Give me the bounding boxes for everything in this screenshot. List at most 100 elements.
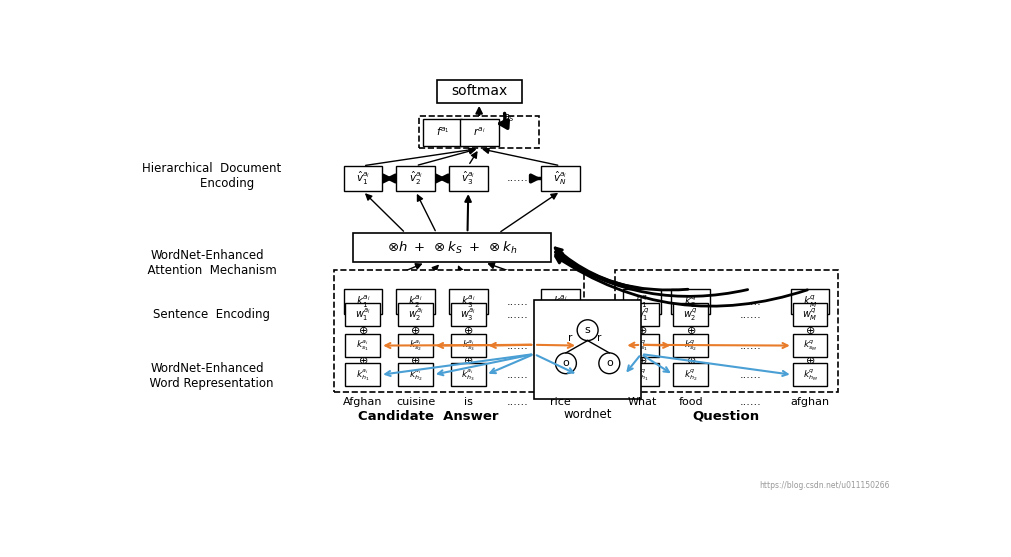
FancyBboxPatch shape — [541, 166, 579, 191]
Text: Afghan: Afghan — [343, 397, 382, 407]
Text: $k_1^{q}$: $k_1^{q}$ — [635, 294, 648, 310]
FancyBboxPatch shape — [541, 289, 579, 314]
FancyBboxPatch shape — [343, 166, 382, 191]
Text: wordnet: wordnet — [563, 408, 612, 421]
Text: $\oplus$: $\oplus$ — [636, 325, 646, 336]
FancyBboxPatch shape — [345, 363, 380, 387]
Text: Sentence  Encoding: Sentence Encoding — [153, 307, 270, 320]
Text: $w_3^{a_i}$: $w_3^{a_i}$ — [460, 307, 476, 323]
Text: $k_{h_N}^{a_i}$: $k_{h_N}^{a_i}$ — [553, 367, 567, 383]
Text: $w_N^{a_i}$: $w_N^{a_i}$ — [552, 307, 568, 323]
FancyBboxPatch shape — [543, 303, 577, 326]
FancyBboxPatch shape — [449, 166, 487, 191]
FancyBboxPatch shape — [790, 289, 829, 314]
Text: o: o — [606, 358, 612, 368]
FancyBboxPatch shape — [423, 119, 462, 146]
Text: $w_2^{q}$: $w_2^{q}$ — [682, 306, 698, 323]
FancyBboxPatch shape — [670, 289, 710, 314]
Text: $w_2^{a_i}$: $w_2^{a_i}$ — [407, 307, 424, 323]
FancyBboxPatch shape — [450, 303, 485, 326]
FancyBboxPatch shape — [397, 334, 433, 357]
Text: Candidate  Answer: Candidate Answer — [358, 410, 498, 423]
Text: cuisine: cuisine — [395, 397, 435, 407]
Text: softmax: softmax — [451, 85, 507, 99]
Text: $\oplus$: $\oplus$ — [555, 325, 565, 336]
Text: $k_{h_1}^{q}$: $k_{h_1}^{q}$ — [635, 367, 648, 383]
FancyBboxPatch shape — [343, 289, 382, 314]
Text: $a_S$: $a_S$ — [502, 113, 514, 124]
FancyBboxPatch shape — [449, 289, 487, 314]
Text: $k_{h_3}^{a_i}$: $k_{h_3}^{a_i}$ — [461, 367, 474, 383]
FancyBboxPatch shape — [436, 80, 522, 103]
Text: $\oplus$: $\oplus$ — [410, 355, 421, 366]
Text: $\oplus$: $\oplus$ — [804, 355, 815, 366]
Text: $\hat{v}_3^{a_i}$: $\hat{v}_3^{a_i}$ — [461, 170, 475, 187]
Text: ......: ...... — [507, 340, 528, 350]
FancyBboxPatch shape — [672, 303, 708, 326]
FancyBboxPatch shape — [397, 303, 433, 326]
Text: $\hat{v}_N^{a_i}$: $\hat{v}_N^{a_i}$ — [553, 170, 567, 187]
Text: $\oplus$: $\oplus$ — [410, 325, 421, 336]
Text: ......: ...... — [507, 297, 528, 307]
Text: $w_1^{a_i}$: $w_1^{a_i}$ — [355, 307, 370, 323]
FancyBboxPatch shape — [450, 334, 485, 357]
Text: $k_3^{a_i}$: $k_3^{a_i}$ — [460, 294, 475, 310]
Text: $\oplus$: $\oplus$ — [804, 325, 815, 336]
Text: $f^{a_1}$: $f^{a_1}$ — [436, 126, 449, 139]
FancyBboxPatch shape — [396, 289, 435, 314]
Text: WordNet-Enhanced
  Attention  Mechanism: WordNet-Enhanced Attention Mechanism — [140, 249, 276, 277]
Text: food: food — [677, 397, 703, 407]
Text: $k_{s_N}^{a_i}$: $k_{s_N}^{a_i}$ — [553, 338, 567, 353]
Text: is: is — [463, 397, 472, 407]
Text: $k_{h_2}^{q}$: $k_{h_2}^{q}$ — [683, 367, 697, 383]
Text: ......: ...... — [507, 173, 528, 183]
Text: Hierarchical  Document
        Encoding: Hierarchical Document Encoding — [142, 162, 281, 190]
Text: o: o — [562, 358, 569, 368]
FancyBboxPatch shape — [614, 270, 837, 392]
Text: ......: ...... — [507, 397, 528, 407]
Text: What: What — [627, 397, 656, 407]
FancyBboxPatch shape — [353, 233, 550, 262]
Text: $k_{h_1}^{a_i}$: $k_{h_1}^{a_i}$ — [356, 367, 369, 383]
Text: r: r — [596, 333, 601, 343]
Text: $k_{s_M}^{q}$: $k_{s_M}^{q}$ — [802, 338, 816, 353]
FancyBboxPatch shape — [419, 116, 539, 149]
FancyBboxPatch shape — [624, 334, 658, 357]
Text: $\oplus$: $\oplus$ — [684, 355, 696, 366]
Text: WordNet-Enhanced
  Word Representation: WordNet-Enhanced Word Representation — [142, 363, 273, 390]
FancyBboxPatch shape — [534, 300, 640, 399]
Text: $k_{h_M}^{q}$: $k_{h_M}^{q}$ — [802, 367, 817, 383]
Text: $w_M^{q}$: $w_M^{q}$ — [802, 306, 817, 323]
Text: $\hat{v}_2^{a_i}$: $\hat{v}_2^{a_i}$ — [408, 170, 423, 187]
Text: $k_{s_2}^{q}$: $k_{s_2}^{q}$ — [683, 338, 697, 353]
Text: $k_{s_1}^{q}$: $k_{s_1}^{q}$ — [635, 338, 648, 353]
FancyBboxPatch shape — [543, 363, 577, 387]
Text: $k_N^{a_i}$: $k_N^{a_i}$ — [553, 294, 567, 310]
Text: https://blog.csdn.net/u011150266: https://blog.csdn.net/u011150266 — [758, 481, 889, 490]
FancyBboxPatch shape — [792, 303, 827, 326]
Text: $\oplus$: $\oplus$ — [357, 325, 368, 336]
Text: $\oplus$: $\oplus$ — [357, 355, 368, 366]
Text: $\otimes h\ +\ \otimes k_S\ +\ \otimes k_h$: $\otimes h\ +\ \otimes k_S\ +\ \otimes k… — [386, 240, 517, 256]
FancyBboxPatch shape — [459, 119, 498, 146]
FancyBboxPatch shape — [672, 363, 708, 387]
Text: $\hat{v}_1^{a_i}$: $\hat{v}_1^{a_i}$ — [356, 170, 370, 187]
Text: $w_1^{q}$: $w_1^{q}$ — [634, 306, 648, 323]
FancyBboxPatch shape — [624, 303, 658, 326]
Text: $r^{a_i}$: $r^{a_i}$ — [472, 126, 485, 139]
Text: $k_M^{q}$: $k_M^{q}$ — [802, 294, 816, 310]
Text: afghan: afghan — [790, 397, 829, 407]
Text: $k_{s_3}^{a_i}$: $k_{s_3}^{a_i}$ — [461, 338, 474, 353]
Text: $k_{h_2}^{a_i}$: $k_{h_2}^{a_i}$ — [408, 367, 422, 383]
Text: ......: ...... — [739, 340, 760, 350]
FancyBboxPatch shape — [543, 334, 577, 357]
Text: $\oplus$: $\oplus$ — [463, 355, 473, 366]
Text: $\oplus$: $\oplus$ — [636, 355, 646, 366]
Text: ......: ...... — [507, 310, 528, 320]
FancyBboxPatch shape — [622, 289, 660, 314]
Text: $\oplus$: $\oplus$ — [555, 355, 565, 366]
FancyBboxPatch shape — [345, 334, 380, 357]
FancyBboxPatch shape — [396, 166, 435, 191]
FancyBboxPatch shape — [345, 303, 380, 326]
Text: $k_2^{q}$: $k_2^{q}$ — [683, 294, 697, 310]
